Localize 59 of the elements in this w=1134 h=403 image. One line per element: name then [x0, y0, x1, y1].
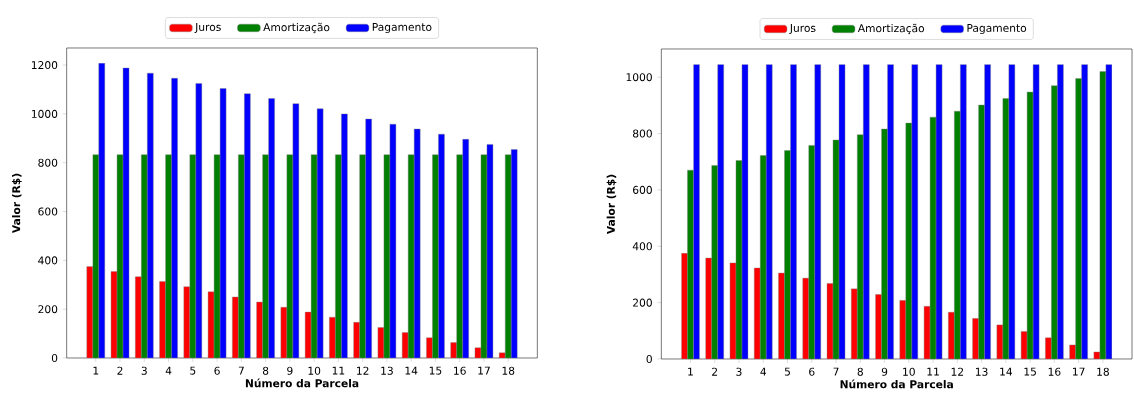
x-tick-label: 17 — [478, 366, 490, 375]
x-tick-label: 4 — [165, 366, 172, 375]
x-axis-title: Número da Parcela — [840, 379, 953, 389]
x-tick-label: 6 — [809, 367, 815, 376]
x-tick-label: 2 — [712, 367, 718, 376]
y-tick-label: 1200 — [31, 61, 58, 70]
legend-label: Pagamento — [967, 24, 1027, 35]
x-tick-label: 4 — [760, 367, 767, 376]
y-tick-label: 800 — [38, 158, 58, 167]
y-tick-label: 600 — [38, 207, 58, 216]
x-tick-label: 11 — [927, 367, 939, 376]
y-tick-label: 400 — [632, 242, 652, 251]
y-tick-label: 200 — [633, 298, 652, 307]
x-tick-label: 7 — [833, 367, 839, 376]
x-tick-label: 7 — [238, 366, 244, 375]
legend-label: Amortização — [857, 23, 925, 35]
x-tick-label: 10 — [903, 367, 915, 376]
y-axis-title: Valor (R$) — [606, 174, 617, 235]
y-tick-label: 800 — [633, 129, 652, 138]
x-tick-label: 8 — [857, 367, 863, 376]
x-tick-label: 14 — [1000, 367, 1013, 376]
y-tick-label: 600 — [633, 185, 652, 194]
x-tick-label: 14 — [405, 366, 418, 375]
x-tick-label: 3 — [141, 366, 147, 375]
y-tick-label: 1000 — [626, 73, 652, 82]
x-tick-label: 13 — [975, 367, 988, 376]
legend-label: Pagamento — [372, 23, 432, 34]
x-tick-label: 11 — [332, 366, 345, 375]
x-tick-label: 17 — [1073, 367, 1085, 376]
x-tick-label: 2 — [117, 366, 123, 375]
x-tick-label: 16 — [454, 366, 466, 375]
x-tick-label: 15 — [429, 366, 442, 375]
x-tick-label: 15 — [1024, 367, 1036, 376]
y-tick-label: 0 — [646, 354, 652, 364]
x-tick-label: 13 — [381, 366, 393, 375]
x-tick-label: 9 — [881, 367, 888, 376]
x-tick-label: 1 — [93, 366, 99, 375]
y-tick-label: 0 — [51, 353, 58, 363]
x-tick-label: 5 — [190, 366, 196, 375]
y-tick-label: 200 — [38, 305, 58, 314]
x-tick-label: 12 — [357, 366, 369, 375]
y-tick-label: 400 — [38, 256, 58, 265]
legend-label: Amortização — [263, 22, 330, 34]
legend-label: Juros — [194, 23, 221, 33]
x-tick-label: 18 — [1097, 367, 1109, 376]
x-axis-title: Número da Parcela — [245, 378, 359, 388]
x-tick-label: 10 — [308, 366, 321, 375]
x-tick-label: 18 — [502, 366, 515, 375]
y-axis-title: Valor (R$) — [12, 173, 22, 234]
x-tick-label: 16 — [1048, 367, 1061, 376]
x-tick-label: 6 — [214, 366, 220, 375]
x-tick-label: 3 — [736, 367, 742, 376]
x-tick-label: 5 — [784, 367, 790, 376]
x-tick-label: 9 — [287, 366, 293, 375]
x-tick-label: 12 — [951, 367, 964, 376]
legend-label: Juros — [789, 24, 816, 34]
x-tick-label: 8 — [262, 366, 269, 375]
y-tick-label: 1000 — [31, 109, 58, 118]
x-tick-label: 1 — [688, 367, 693, 376]
